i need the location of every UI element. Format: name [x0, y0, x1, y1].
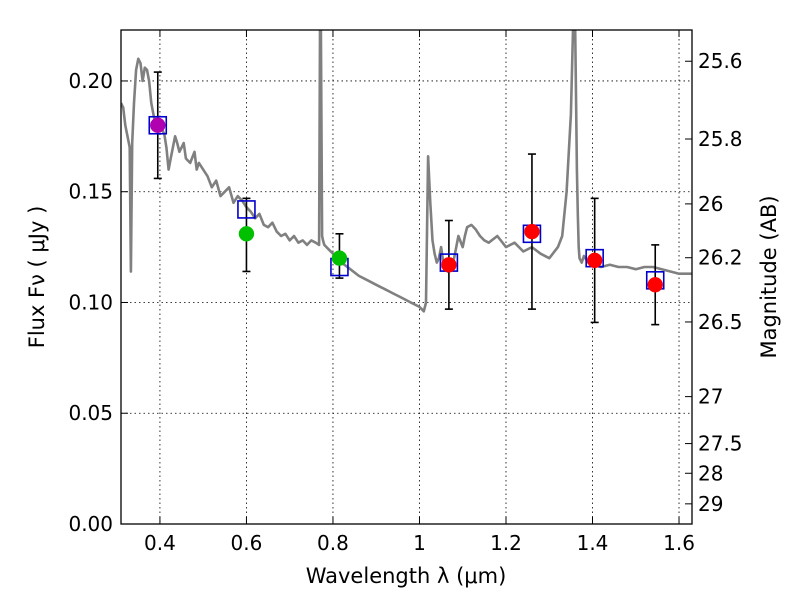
data-point: [647, 277, 663, 293]
y-tick-label: 0.15: [68, 180, 113, 204]
data-point: [150, 117, 166, 134]
right-tick-label: 25.6: [698, 49, 743, 73]
data-point: [238, 226, 255, 242]
grid: [121, 30, 692, 524]
right-magnitude-axis: 25.6 25.8 26 26.2 26.5 27 27.5 28 29: [685, 49, 743, 516]
y-tick-label: 0.10: [68, 290, 113, 314]
data-point: [586, 252, 603, 269]
plot-frame: [120, 29, 693, 525]
y-tick-label: 0.20: [68, 69, 113, 93]
right-tick-label: 27.5: [698, 432, 743, 456]
x-tick-label: 0.6: [231, 531, 263, 555]
x-tick-label: 1.2: [490, 531, 522, 555]
right-axis-title: Magnitude (AB): [757, 195, 781, 358]
x-tick-label: 1: [413, 531, 426, 555]
x-tick-label: 1.6: [663, 531, 695, 555]
y-axis-title: Flux Fν ( μJy ): [25, 206, 49, 349]
model-band-square: [148, 115, 168, 135]
x-tick-label: 1.4: [577, 531, 609, 555]
observed-points: [150, 117, 663, 293]
model-band-square: [237, 200, 256, 219]
model-squares: [148, 115, 665, 290]
x-axis-title: Wavelength λ (μm): [306, 564, 507, 588]
y-tick-label: 0.05: [68, 401, 113, 425]
x-axis: 0.4 0.6 0.8 1 1.2 1.4 1.6: [144, 30, 695, 555]
y-tick-label: 0.00: [68, 512, 113, 536]
data-point: [441, 257, 457, 273]
right-tick-label: 25.8: [698, 127, 743, 151]
sed-model-curve: [121, 30, 692, 313]
right-tick-label: 29: [698, 492, 723, 516]
right-tick-label: 26: [698, 192, 723, 216]
right-tick-label: 27: [698, 385, 723, 409]
right-tick-label: 26.5: [698, 310, 743, 334]
data-point: [524, 223, 540, 240]
data-point: [331, 250, 348, 266]
sed-curve-group: [121, 30, 692, 313]
right-tick-label: 26.2: [698, 246, 743, 270]
x-tick-label: 0.8: [317, 531, 349, 555]
x-tick-label: 0.4: [144, 531, 176, 555]
error-bars: [153, 71, 660, 326]
right-tick-label: 28: [698, 461, 723, 485]
y-axis: 0.00 0.05 0.10 0.15 0.20: [68, 69, 128, 536]
